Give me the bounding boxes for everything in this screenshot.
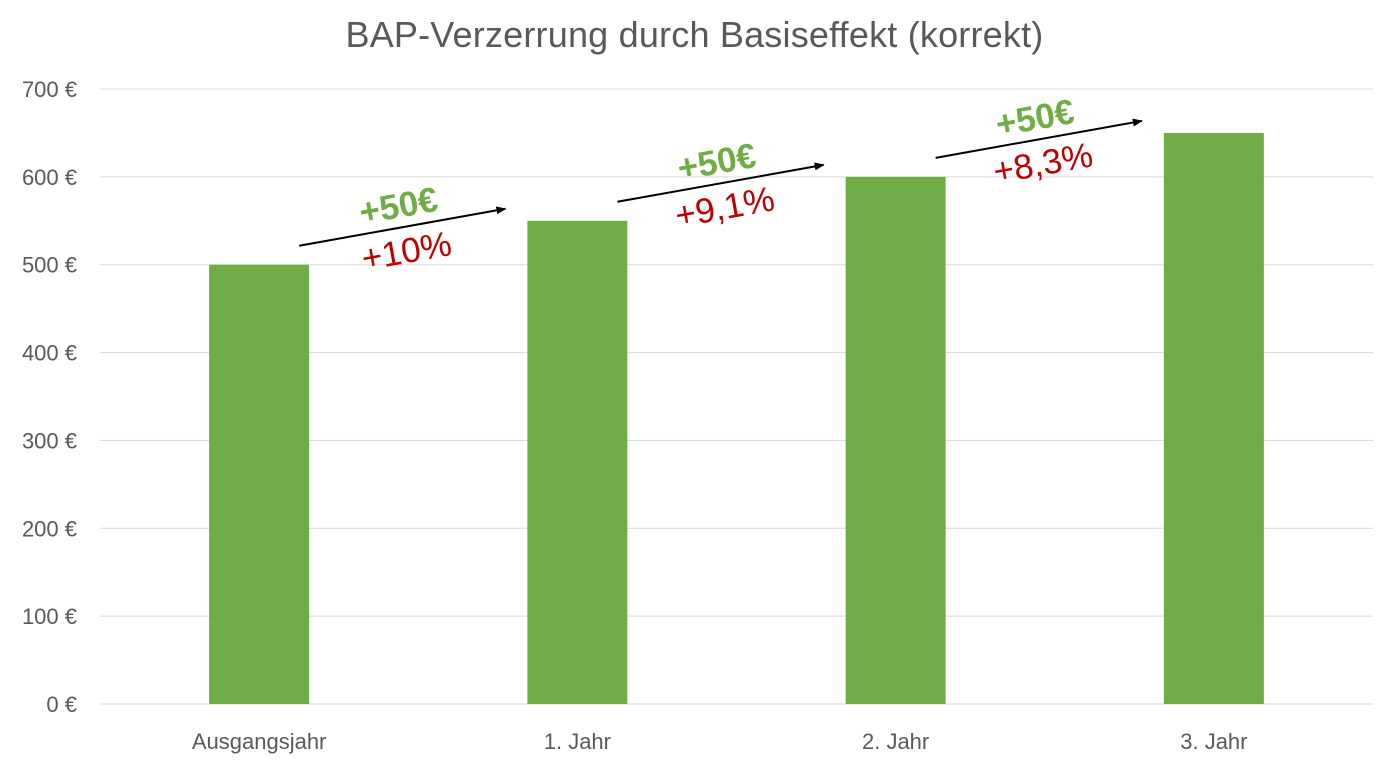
relative-change-label: +9,1% <box>672 179 778 235</box>
y-tick-label: 400 € <box>22 341 77 366</box>
y-tick-label: 100 € <box>22 604 77 629</box>
y-tick-label: 200 € <box>22 516 77 541</box>
bar <box>209 264 310 704</box>
y-axis: 0 € 100 € 200 € 300 € 400 € 500 € 600 € 700 € <box>22 77 77 717</box>
y-tick-label: 0 € <box>46 692 77 717</box>
absolute-change-label: +50€ <box>674 136 758 188</box>
y-tick-label: 700 € <box>22 77 77 102</box>
absolute-change-label: +50€ <box>993 92 1077 144</box>
bar <box>845 176 946 704</box>
bar <box>527 220 628 705</box>
y-tick-label: 600 € <box>22 165 77 190</box>
x-axis: Ausgangsjahr 1. Jahr 2. Jahr 3. Jahr <box>192 729 1248 754</box>
bars <box>209 132 1264 705</box>
x-tick-label: 2. Jahr <box>862 729 929 754</box>
bar <box>1163 132 1264 704</box>
x-tick-label: Ausgangsjahr <box>192 729 327 754</box>
absolute-change-label: +50€ <box>356 180 440 232</box>
relative-change-label: +8,3% <box>990 135 1096 191</box>
gridlines <box>100 88 1373 705</box>
y-tick-label: 500 € <box>22 253 77 278</box>
x-tick-label: 3. Jahr <box>1180 729 1247 754</box>
change-arrow <box>617 162 825 203</box>
change-arrow <box>298 206 507 247</box>
x-tick-label: 1. Jahr <box>544 729 611 754</box>
annotations: +50€+10%+50€+9,1%+50€+8,3% <box>298 92 1143 279</box>
y-tick-label: 300 € <box>22 428 77 453</box>
change-arrow <box>935 118 1143 159</box>
chart-title: BAP-Verzerrung durch Basiseffekt (korrek… <box>345 14 1044 55</box>
